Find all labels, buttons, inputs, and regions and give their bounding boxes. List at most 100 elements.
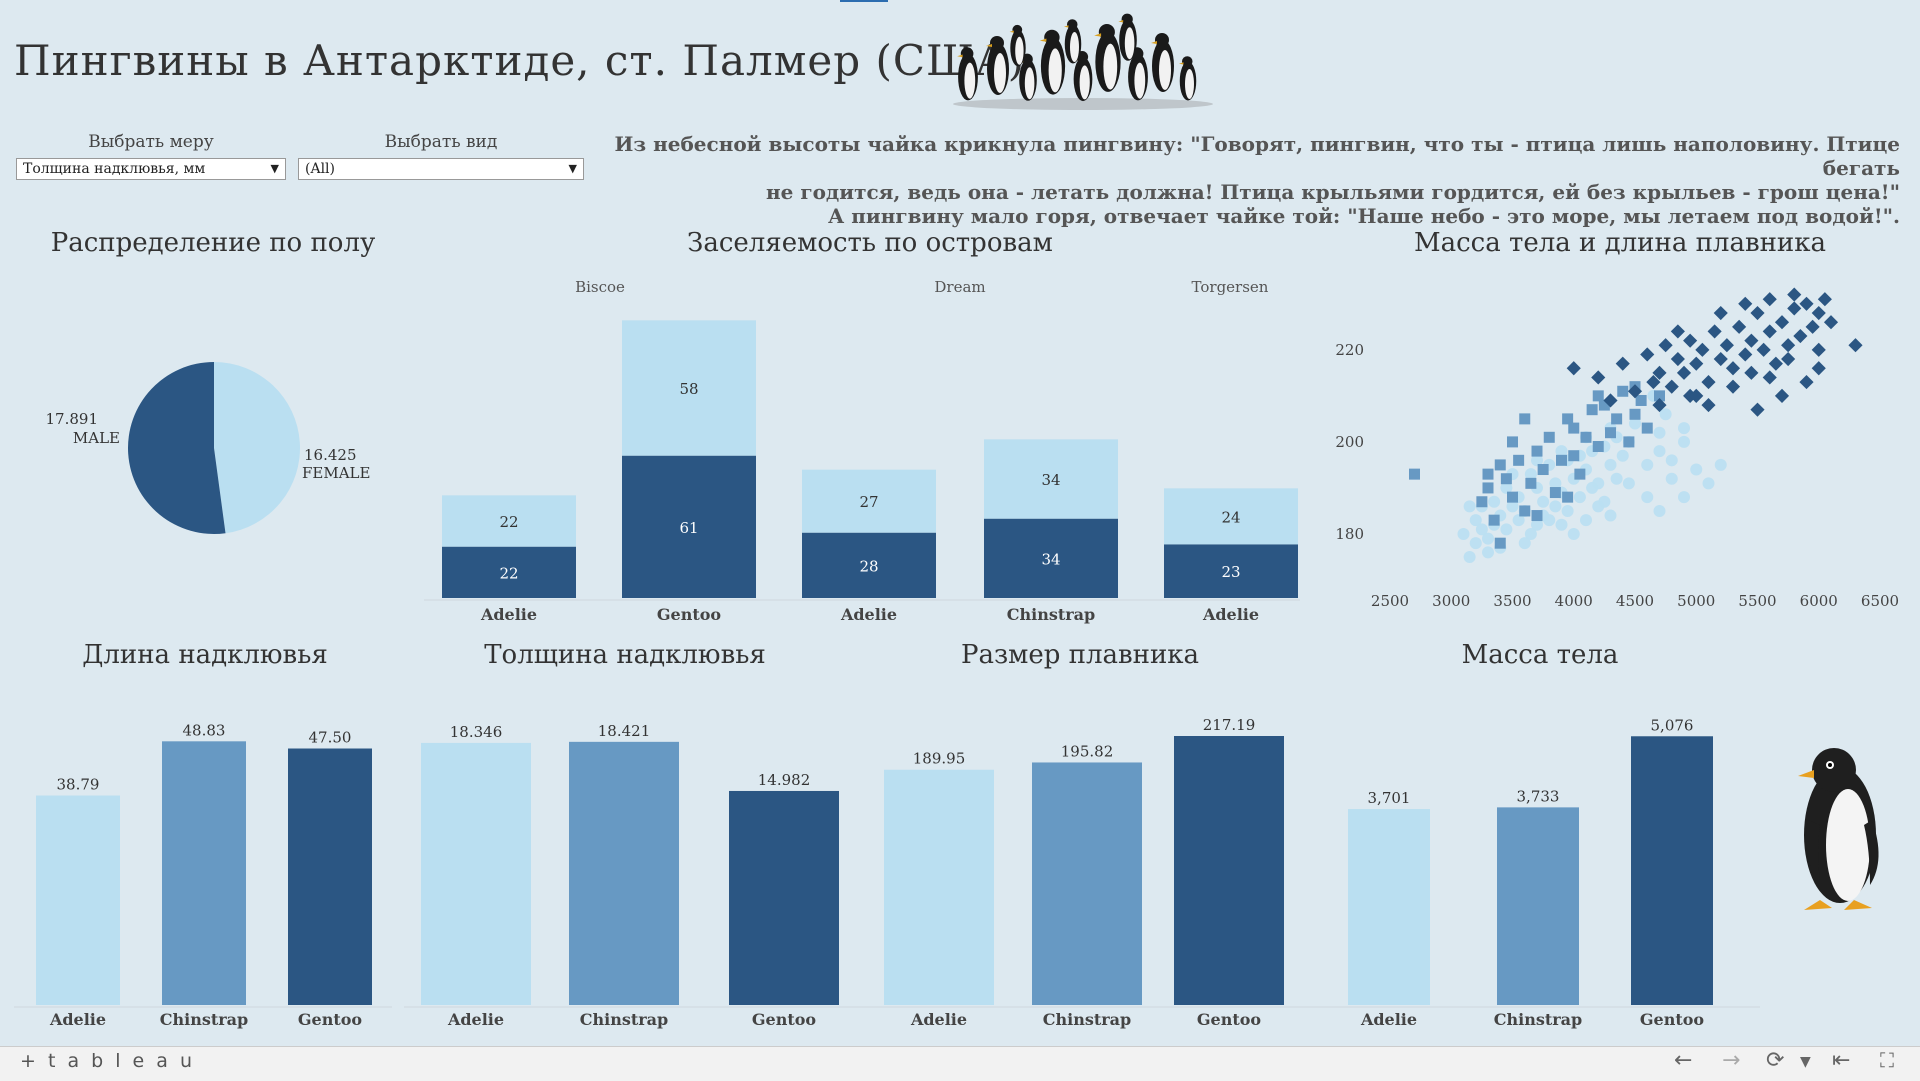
flock-penguin — [986, 36, 1009, 95]
scatter-point — [1543, 514, 1555, 526]
flock-penguin-belly — [1159, 50, 1171, 90]
flock-penguin-belly — [1125, 27, 1135, 59]
scatter-point — [1703, 477, 1715, 489]
scatter-point — [1799, 297, 1813, 311]
scatter-point — [1812, 306, 1826, 320]
scatter-point — [1630, 409, 1641, 420]
bar-category-label: Gentoo — [1197, 1010, 1262, 1029]
bar-category-label: Gentoo — [1640, 1010, 1705, 1029]
flock-penguin-beak — [986, 44, 992, 47]
scatter-point — [1532, 446, 1543, 457]
scatter-point — [1488, 496, 1500, 508]
measure-filter-label: Выбрать меру — [16, 132, 286, 152]
scatter-point — [1666, 473, 1678, 485]
scatter-point — [1654, 445, 1666, 457]
scatter-point — [1567, 361, 1581, 375]
scatter-point — [1507, 492, 1518, 503]
flock-penguin-belly — [1185, 69, 1194, 99]
scatter-x-tick: 6500 — [1861, 592, 1899, 610]
tableau-logo[interactable]: + t a b l e a u — [20, 1050, 195, 1072]
island-bar-label-dark: 34 — [1041, 550, 1060, 568]
scatter-point — [1763, 292, 1777, 306]
pie-label-female-value: 16.425 — [304, 446, 357, 464]
scatter-point — [1519, 537, 1531, 549]
refresh-icon[interactable]: ⟳ — [1766, 1048, 1784, 1073]
scatter-point — [1605, 427, 1616, 438]
bar-value-label: 18.346 — [450, 723, 503, 741]
bar-value-label: 48.83 — [183, 721, 226, 739]
scatter-point — [1489, 515, 1500, 526]
flock-penguin-beak — [1094, 33, 1101, 36]
bar-value-label: 189.95 — [913, 750, 966, 768]
arrow-left-icon[interactable]: ← — [1674, 1048, 1692, 1073]
scatter-point — [1640, 347, 1654, 361]
bar-category-label: Chinstrap — [160, 1010, 248, 1029]
chevron-down-icon[interactable]: ▼ — [1800, 1054, 1811, 1070]
scatter-x-tick: 4000 — [1555, 592, 1593, 610]
islands-chart-title: Заселяемость по островам — [620, 228, 1120, 258]
scatter-point — [1812, 343, 1826, 357]
bill-length-title: Длина надклювья — [40, 640, 370, 670]
page-title: Пингвины в Антарктиде, ст. Палмер (США) — [14, 36, 1025, 85]
bar-category-label: Chinstrap — [1043, 1010, 1131, 1029]
scatter-point — [1654, 427, 1666, 439]
island-bar-category: Adelie — [840, 605, 897, 624]
scatter-point — [1715, 459, 1727, 471]
flock-penguin-head — [961, 47, 974, 60]
fullscreen-icon[interactable]: ⛶ — [1880, 1048, 1894, 1072]
scatter-x-tick: 5000 — [1677, 592, 1715, 610]
island-bar-label-light: 27 — [859, 493, 878, 511]
scatter-point — [1636, 395, 1647, 406]
bar-value-label: 217.19 — [1203, 716, 1256, 734]
scatter-point — [1501, 473, 1512, 484]
scatter-point — [1507, 436, 1518, 447]
flipper-title: Размер плавника — [880, 640, 1280, 670]
scatter-chart[interactable]: 2500 3000 3500 4000 4500 5000 5500 6000 6500 180 2… — [1320, 280, 1900, 620]
bar-value-label: 3,701 — [1368, 789, 1411, 807]
island-bar-label-dark: 28 — [859, 557, 878, 575]
flock-penguin-beak — [1151, 41, 1157, 44]
scatter-point — [1550, 487, 1561, 498]
flock-penguin-beak — [1040, 39, 1047, 42]
flock-penguin-head — [990, 36, 1004, 50]
flock-penguin-beak — [1010, 31, 1014, 33]
scatter-point — [1500, 523, 1512, 535]
top-accent-bar — [840, 0, 888, 2]
scatter-point — [1678, 491, 1690, 503]
scatter-point — [1738, 297, 1752, 311]
bar-category-label: Gentoo — [298, 1010, 363, 1029]
bar-value-label: 195.82 — [1061, 742, 1114, 760]
scatter-point — [1623, 477, 1635, 489]
scatter-point — [1683, 334, 1697, 348]
species-bar-charts[interactable]: 38.79 Adelie 48.83 Chinstrap 47.50 Gentoo 18.3… — [0, 690, 1780, 1040]
flock-penguin-belly — [1025, 67, 1035, 99]
scatter-point — [1642, 423, 1653, 434]
scatter-point — [1763, 370, 1777, 384]
islands-bar-chart[interactable]: Biscoe 22 22 Adelie 61 58 Gentoo Dream 28 27 Adeli… — [420, 270, 1310, 630]
scatter-point — [1701, 398, 1715, 412]
flock-penguin-beak — [957, 55, 962, 58]
bar-adelie — [421, 743, 531, 1005]
flock-penguin — [957, 47, 978, 100]
penguin-icon — [1790, 740, 1890, 920]
scatter-point — [1495, 459, 1506, 470]
scatter-point — [1665, 380, 1679, 394]
scatter-point — [1848, 338, 1862, 352]
scatter-point — [1720, 338, 1734, 352]
scatter-point — [1818, 292, 1832, 306]
species-select[interactable]: (All) ▼ — [298, 158, 584, 180]
measure-select[interactable]: Толщина надклювья, мм ▼ — [16, 158, 286, 180]
bar-adelie — [1348, 809, 1430, 1005]
scatter-point — [1787, 301, 1801, 315]
scatter-point — [1757, 343, 1771, 357]
arrow-right-icon[interactable]: → — [1722, 1048, 1740, 1073]
scatter-point — [1605, 510, 1617, 522]
flock-penguin-head — [1155, 33, 1169, 47]
scatter-point — [1593, 441, 1604, 452]
scatter-point — [1617, 386, 1628, 397]
scatter-point — [1581, 432, 1592, 443]
rewind-icon[interactable]: ⇤ — [1832, 1048, 1850, 1073]
pie-label-male-name: MALE — [73, 429, 120, 447]
pie-slice-male — [128, 362, 226, 534]
